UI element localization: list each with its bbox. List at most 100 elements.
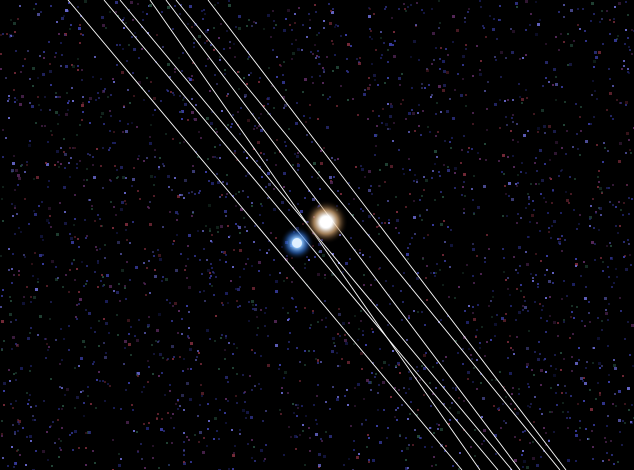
noise-pixel — [235, 395, 237, 397]
noise-pixel — [629, 254, 631, 256]
noise-pixel — [211, 182, 214, 185]
noise-pixel — [429, 382, 431, 384]
noise-pixel — [555, 36, 557, 38]
noise-pixel — [622, 375, 624, 377]
noise-pixel — [14, 207, 16, 209]
noise-pixel — [626, 184, 628, 186]
noise-pixel — [25, 464, 27, 466]
noise-pixel — [458, 286, 460, 288]
noise-pixel — [541, 309, 543, 311]
noise-pixel — [204, 13, 206, 15]
noise-pixel — [627, 321, 629, 323]
noise-pixel — [506, 124, 508, 126]
noise-pixel — [423, 367, 426, 370]
noise-pixel — [337, 25, 339, 27]
noise-pixel — [55, 278, 58, 281]
noise-pixel — [280, 65, 282, 67]
noise-pixel — [233, 43, 235, 45]
noise-pixel — [161, 11, 163, 13]
noise-pixel — [237, 288, 240, 291]
noise-pixel — [315, 433, 318, 436]
noise-pixel — [625, 1, 627, 3]
noise-pixel — [543, 197, 545, 199]
noise-pixel — [8, 95, 10, 97]
noise-pixel — [462, 55, 465, 58]
noise-pixel — [115, 1, 118, 4]
noise-pixel — [381, 367, 383, 369]
noise-pixel — [302, 430, 304, 432]
noise-pixel — [404, 8, 406, 10]
noise-pixel — [260, 113, 262, 115]
noise-pixel — [211, 267, 213, 269]
noise-pixel — [585, 286, 587, 288]
noise-pixel — [528, 196, 530, 198]
noise-pixel — [253, 148, 255, 150]
noise-pixel — [618, 419, 621, 422]
noise-pixel — [507, 156, 509, 158]
noise-pixel — [477, 465, 479, 467]
noise-pixel — [210, 44, 212, 46]
noise-pixel — [55, 266, 57, 268]
noise-pixel — [122, 19, 124, 21]
noise-pixel — [62, 286, 64, 288]
noise-pixel — [438, 0, 440, 2]
noise-pixel — [334, 345, 336, 347]
noise-pixel — [11, 282, 13, 284]
noise-pixel — [589, 321, 591, 323]
noise-pixel — [560, 369, 562, 371]
noise-pixel — [179, 194, 181, 196]
noise-pixel — [377, 84, 379, 86]
noise-pixel — [379, 169, 381, 171]
noise-pixel — [403, 272, 405, 274]
noise-pixel — [14, 101, 16, 103]
noise-pixel — [537, 131, 539, 133]
noise-pixel — [495, 379, 497, 381]
noise-pixel — [337, 365, 339, 367]
noise-pixel — [519, 265, 521, 267]
noise-pixel — [368, 7, 370, 9]
noise-pixel — [132, 72, 134, 74]
noise-pixel — [629, 354, 631, 356]
noise-pixel — [507, 288, 509, 290]
noise-pixel — [109, 110, 111, 112]
noise-pixel — [204, 300, 206, 302]
noise-pixel — [50, 378, 52, 380]
noise-pixel — [457, 73, 459, 75]
noise-pixel — [116, 64, 118, 66]
noise-pixel — [98, 320, 100, 322]
noise-pixel — [304, 464, 306, 466]
noise-pixel — [321, 440, 323, 442]
noise-pixel — [631, 198, 633, 200]
noise-pixel — [276, 76, 278, 78]
noise-pixel — [362, 210, 364, 212]
noise-pixel — [71, 263, 73, 265]
noise-pixel — [374, 154, 376, 156]
noise-pixel — [149, 201, 151, 203]
noise-pixel — [408, 158, 410, 160]
noise-pixel — [183, 432, 185, 434]
noise-pixel — [613, 282, 615, 284]
noise-pixel — [26, 161, 28, 163]
noise-pixel — [94, 271, 96, 273]
noise-pixel — [251, 349, 253, 351]
noise-pixel — [77, 58, 79, 60]
noise-pixel — [413, 310, 415, 312]
noise-pixel — [215, 128, 217, 130]
noise-pixel — [579, 154, 581, 156]
noise-pixel — [46, 219, 49, 222]
noise-pixel — [13, 274, 15, 276]
noise-pixel — [491, 379, 493, 381]
noise-pixel — [206, 40, 208, 42]
noise-pixel — [283, 454, 285, 456]
noise-pixel — [210, 263, 212, 265]
noise-pixel — [419, 379, 421, 381]
noise-pixel — [492, 28, 495, 31]
noise-pixel — [209, 277, 211, 279]
noise-pixel — [60, 147, 62, 149]
noise-pixel — [533, 421, 535, 423]
noise-pixel — [609, 92, 612, 95]
noise-pixel — [187, 245, 189, 247]
noise-pixel — [311, 76, 313, 78]
noise-pixel — [225, 292, 228, 295]
noise-pixel — [371, 38, 373, 40]
